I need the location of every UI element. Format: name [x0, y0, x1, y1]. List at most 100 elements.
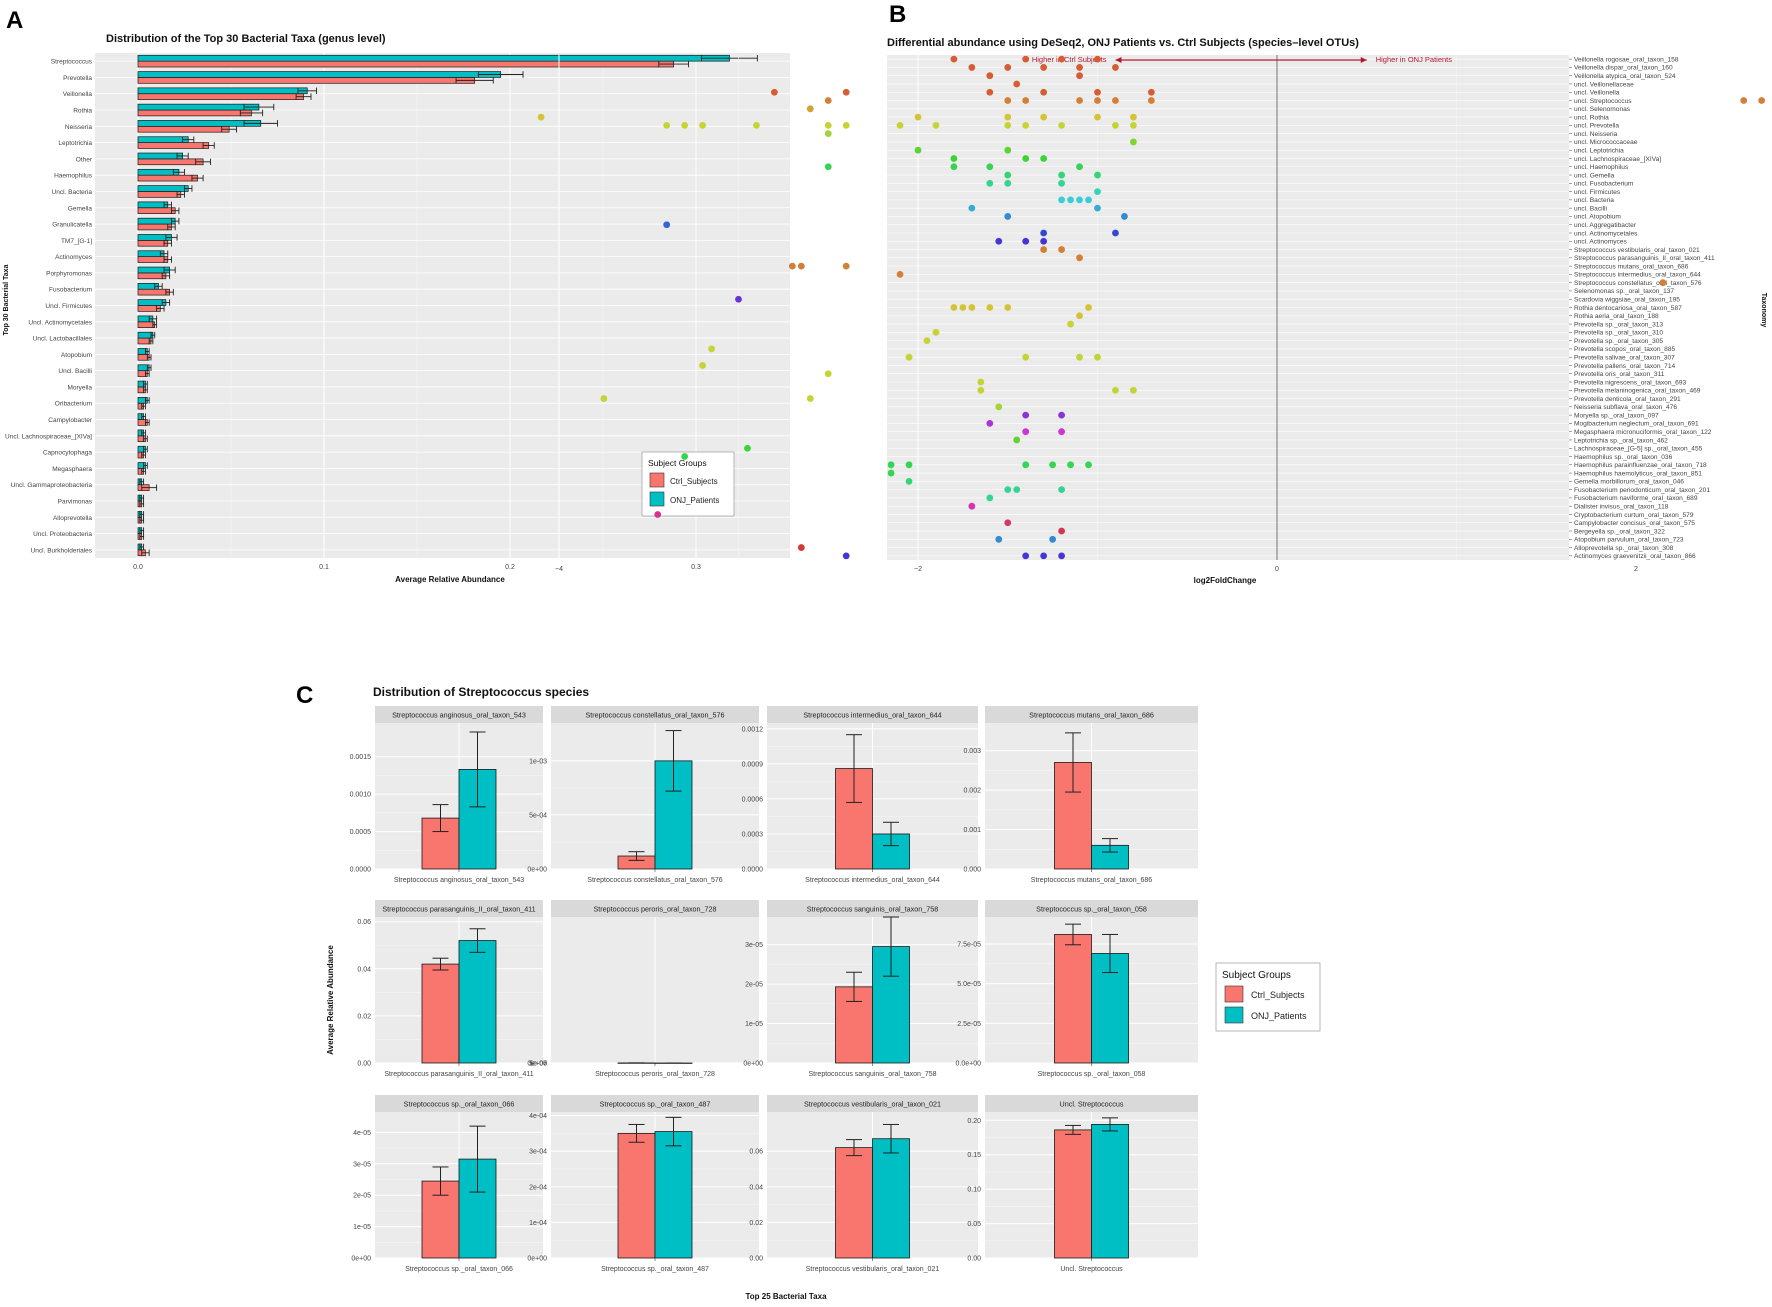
panel-c-y-tick-label: 0.10 — [967, 1187, 981, 1194]
panel-b-x-tick-label: −2 — [914, 566, 922, 573]
panel-a-category-label-gemella: Gemella — [68, 205, 93, 212]
panel-c-bar-ctrl-subjects — [1055, 1130, 1092, 1258]
panel-c-y-tick-label: 0.02 — [357, 1013, 371, 1020]
panel-c-y-tick-label: 2e-05 — [745, 982, 763, 989]
panel-b-point-lachnospiraceae-12 — [1040, 155, 1047, 162]
panel-c-y-tick-label: 0.06 — [749, 1149, 763, 1156]
panel-b-point-rothia-7 — [1040, 114, 1047, 121]
panel-b-point-prevotella-40 — [1130, 387, 1137, 394]
panel-b-point-rothia-30 — [1004, 304, 1011, 311]
panel-b-point-moryella-43 — [1058, 412, 1065, 419]
panel-c-facet-streptococcus-sp-oral-taxon-487: Streptococcus sp._oral_taxon_4870e+001e-… — [527, 1095, 759, 1273]
panel-c-facet-streptococcus-peroris-oral-taxon-728: Streptococcus peroris_oral_taxon_7280e+0… — [527, 900, 759, 1078]
panel-b-letter: B — [889, 1, 906, 28]
panel-b-point-streptococcus-26 — [897, 271, 904, 278]
panel-c-y-tick-label: 0.00 — [357, 1061, 371, 1068]
panel-b-point-rothia-30 — [968, 304, 975, 311]
panel-c-x-tick-label: Uncl. Streptococcus — [1060, 1266, 1123, 1273]
panel-b-point-moryella-43 — [1022, 412, 1029, 419]
panel-a-x-axis-label: Average Relative Abundance — [395, 575, 505, 584]
panel-c-x-tick-label: Streptococcus sp._oral_taxon_066 — [405, 1266, 513, 1273]
panel-c-facet-streptococcus-mutans-oral-taxon-686: Streptococcus mutans_oral_taxon_6860.000… — [963, 706, 1198, 884]
panel-b-taxon-label-9: uncl. Neisseria — [1574, 131, 1618, 138]
panel-c-facet-title: Streptococcus parasanguinis_II_oral_taxo… — [382, 905, 535, 914]
panel-b-point-leptotrichia-11 — [915, 147, 922, 154]
panel-c-x-tick-label: Streptococcus mutans_oral_taxon_686 — [1031, 877, 1153, 884]
panel-c-y-tick-label: 1e-05 — [353, 1224, 371, 1231]
panel-a-category-label-veillonella: Veillonella — [63, 91, 93, 98]
panel-b-point-rothia-30 — [959, 304, 966, 311]
panel-c-y-tick-label: 2.5e-05 — [957, 1021, 981, 1028]
panel-c-facet-title: Streptococcus sp._oral_taxon_066 — [404, 1100, 515, 1109]
panel-b-taxon-label-3: uncl. Veillonellaceae — [1574, 81, 1634, 88]
panel-c-y-tick-label: 3e-05 — [353, 1161, 371, 1168]
panel-a-category-label-uncl-bacilli: Uncl. Bacilli — [58, 368, 92, 375]
panel-b-point-fusobacterium-15 — [1004, 180, 1011, 187]
panel-a-bar-ctrl-subjects-prevotella — [138, 77, 475, 83]
panel-b-point-prevotella-36 — [906, 354, 913, 361]
panel-b-taxon-label-4: uncl. Veillonella — [1574, 90, 1620, 97]
panel-b-point-atopobium-19 — [1121, 213, 1128, 220]
panel-b-taxon-label-57: Bergeyella sp._oral_taxon_322 — [1574, 528, 1665, 535]
panel-c-y-tick-label: 2e-04 — [529, 1184, 547, 1191]
panel-b-taxon-label-22: uncl. Actinomyces — [1574, 239, 1627, 246]
panel-b-point-rothia-30 — [951, 304, 958, 311]
panel-b-point-lachnospiraceae-47 — [744, 445, 751, 452]
panel-b-point-aggregatibacter-20 — [663, 221, 670, 228]
panel-b-point-megasphaera-45 — [1022, 428, 1029, 435]
panel-b-point-prevotella-41 — [600, 395, 607, 402]
panel-c-title: Distribution of Streptococcus species — [373, 685, 589, 699]
panel-c-facet-streptococcus-intermedius-oral-taxon-644: Streptococcus intermedius_oral_taxon_644… — [742, 706, 978, 884]
panel-c-y-tick-label: 5.0e-05 — [957, 981, 981, 988]
panel-b-taxon-label-23: Streptococcus vestibularis_oral_taxon_02… — [1574, 247, 1700, 254]
panel-a-category-label-leptotrichia: Leptotrichia — [58, 140, 92, 147]
panel-b-point-prevotella-8 — [663, 122, 670, 129]
panel-b-point-prevotella-8 — [1058, 122, 1065, 129]
panel-c-bar-ctrl-subjects — [836, 1148, 873, 1258]
panel-b-taxon-label-15: uncl. Fusobacterium — [1574, 181, 1634, 188]
panel-a-bar-onj-patients-granulicatella — [138, 218, 175, 224]
panel-b-taxon-label-41: Prevotella denticola_oral_taxon_291 — [1574, 396, 1681, 403]
panel-c-facet-title: Streptococcus sp._oral_taxon_487 — [600, 1100, 711, 1109]
panel-b-point-veillonella-3 — [1013, 81, 1020, 88]
panel-b-point-prevotella-8 — [1112, 122, 1119, 129]
panel-c-x-tick-label: Streptococcus sp._oral_taxon_058 — [1038, 1071, 1146, 1078]
panel-b-point-micrococcaceae-10 — [1130, 139, 1137, 146]
panel-a-bar-ctrl-subjects-tm7-g-1 — [138, 240, 168, 246]
panel-c-y-tick-label: 0.15 — [967, 1152, 981, 1159]
panel-b-taxon-label-11: uncl. Leptotrichia — [1574, 148, 1624, 155]
panel-c-x-tick-label: Streptococcus peroris_oral_taxon_728 — [595, 1071, 715, 1078]
panel-b-point-veillonella-0 — [1022, 56, 1029, 63]
panel-b-point-prevotella-8 — [1130, 122, 1137, 129]
panel-b-point-veillonella-4 — [1148, 89, 1155, 96]
panel-a-category-label-uncl-burkholderiales: Uncl. Burkholderiales — [31, 547, 93, 554]
panel-c-x-axis-label: Top 25 Bacterial Taxa — [745, 1292, 827, 1301]
panel-a-category-label-actinomyces: Actinomyces — [55, 254, 93, 261]
panel-c-bar-onj-patients — [459, 941, 496, 1063]
panel-b-point-streptococcus-27 — [1660, 279, 1667, 286]
panel-c-bar-ctrl-subjects — [422, 964, 459, 1063]
panel-b-point-prevotella-41 — [807, 395, 814, 402]
panel-b-taxon-label-12: uncl. Lachnospiraceae_[XIVa] — [1574, 156, 1661, 163]
panel-b-taxon-label-45: Megasphaera micronuciformis_oral_taxon_1… — [1574, 429, 1712, 436]
panel-b-point-veillonella-4 — [1094, 89, 1101, 96]
panel-a-category-label-haemophilus: Haemophilus — [54, 173, 93, 180]
panel-b-point-prevotella-8 — [897, 122, 904, 129]
panel-c-y-tick-label: 1e-06 — [529, 1060, 547, 1067]
panel-c-facet-title: Streptococcus vestibularis_oral_taxon_02… — [804, 1100, 941, 1109]
panel-b-point-haemophilus-49 — [906, 461, 913, 468]
panel-a-category-label-uncl-actinomycetales: Uncl. Actinomycetales — [28, 319, 92, 326]
panel-b-x-axis-label: log2FoldChange — [1194, 576, 1257, 585]
panel-b-point-actinomycetales-21 — [1040, 230, 1047, 237]
panel-b-point-bacteria-17 — [1067, 196, 1074, 203]
panel-b-point-prevotella-8 — [681, 122, 688, 129]
panel-a-category-label-uncl-lachnospiraceae-xiva: Uncl. Lachnospiraceae_[XIVa] — [5, 433, 92, 440]
panel-b-taxon-label-49: Haemophilus parainfluenzae_oral_taxon_71… — [1574, 462, 1707, 469]
panel-a-bar-ctrl-subjects-fusobacterium — [138, 289, 170, 295]
panel-b-point-veillonella-0 — [951, 56, 958, 63]
panel-b-point-dialister-54 — [968, 503, 975, 510]
panel-a-legend-onj-label: ONJ_Patients — [670, 496, 719, 505]
panel-b-point-prevotella-36 — [1094, 354, 1101, 361]
panel-b-x-tick-label: 0 — [1275, 566, 1279, 573]
panel-a-category-label-campylobacter: Campylobacter — [48, 417, 93, 424]
